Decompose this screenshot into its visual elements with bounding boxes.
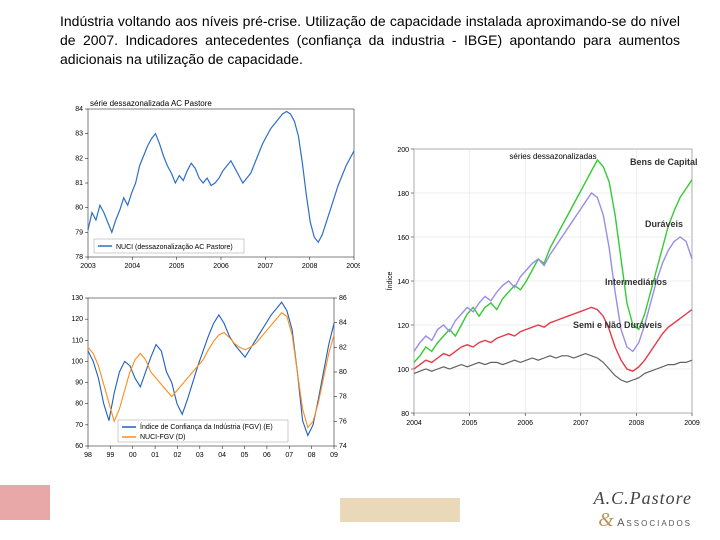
svg-text:74: 74 [339,443,347,450]
svg-text:08: 08 [308,452,316,459]
svg-text:78: 78 [75,254,83,261]
svg-text:Bens de Capital: Bens de Capital [630,157,698,167]
svg-text:81: 81 [75,180,83,187]
svg-text:07: 07 [285,452,293,459]
svg-text:70: 70 [75,422,83,429]
logo-line2: Associados [617,517,692,529]
svg-text:86: 86 [339,295,347,302]
svg-text:2008: 2008 [302,263,318,270]
svg-text:06: 06 [263,452,271,459]
svg-text:100: 100 [71,358,83,365]
charts-container: 7879808182838420032004200520062007200820… [50,95,700,510]
svg-text:2004: 2004 [406,420,422,427]
svg-text:110: 110 [72,337,83,344]
svg-text:NUCI-FGV (D): NUCI-FGV (D) [140,434,186,441]
svg-text:78: 78 [339,394,347,401]
svg-text:09: 09 [330,452,338,459]
svg-text:2006: 2006 [213,263,229,270]
svg-text:84: 84 [75,106,83,113]
svg-text:80: 80 [339,369,347,376]
logo-line1: A.C.Pastore [594,488,692,508]
svg-text:76: 76 [339,418,347,425]
svg-text:2005: 2005 [462,420,478,427]
svg-text:2009: 2009 [684,420,700,427]
svg-text:2003: 2003 [80,263,96,270]
svg-text:83: 83 [75,131,83,138]
svg-text:80: 80 [401,411,409,418]
svg-text:82: 82 [339,344,347,351]
chart-nuci: 78 79 80 81 82 83 84 2003 2004 2005 2006 2007 2008 20… [60,95,360,285]
svg-text:60: 60 [75,443,83,450]
svg-text:Índice: Índice [385,272,394,291]
svg-text:180: 180 [397,191,409,198]
svg-text:120: 120 [71,316,83,323]
svg-text:2008: 2008 [629,420,645,427]
svg-text:98: 98 [84,452,92,459]
svg-text:séries dessazonalizadas: séries dessazonalizadas [509,152,596,161]
svg-text:160: 160 [397,235,409,242]
svg-text:2009: 2009 [346,263,360,270]
svg-text:Semi e Não Duráveis: Semi e Não Duráveis [573,320,662,330]
header-paragraph: Indústria voltando aos níveis pré-crise.… [0,0,720,77]
logo-acpastore: A.C.Pastore & Associados [594,488,692,532]
chart-production-series: 80 100 120 140 160 180 200 2004 2005 2006 2007 2008… [380,135,700,435]
svg-text:2007: 2007 [573,420,589,427]
svg-text:Intermediários: Intermediários [605,277,667,287]
svg-text:2007: 2007 [258,263,274,270]
svg-text:200: 200 [397,147,409,154]
svg-text:130: 130 [71,295,83,302]
svg-text:82: 82 [75,155,83,162]
svg-text:2005: 2005 [169,263,185,270]
svg-text:02: 02 [174,452,182,459]
svg-text:04: 04 [218,452,226,459]
svg-text:120: 120 [397,323,409,330]
svg-text:2004: 2004 [125,263,141,270]
svg-text:NUCI (dessazonalização AC Past: NUCI (dessazonalização AC Pastore) [116,244,233,251]
decorative-beige-block [340,498,460,522]
svg-text:99: 99 [106,452,114,459]
svg-text:100: 100 [397,367,409,374]
svg-text:01: 01 [151,452,159,459]
svg-text:84: 84 [339,320,347,327]
svg-text:série dessazonalizada AC Pasto: série dessazonalizada AC Pastore [90,99,212,108]
svg-text:03: 03 [196,452,204,459]
svg-text:80: 80 [75,205,83,212]
svg-text:Índice de Confiança da Indústr: Índice de Confiança da Indústria (FGV) (… [140,422,273,431]
svg-text:80: 80 [75,401,83,408]
svg-text:140: 140 [397,279,409,286]
svg-text:Duráveis: Duráveis [645,219,683,229]
logo-amp: & [598,509,614,531]
svg-text:00: 00 [129,452,137,459]
svg-text:79: 79 [75,229,83,236]
decorative-pink-block [0,485,50,520]
svg-text:2006: 2006 [517,420,533,427]
svg-text:05: 05 [241,452,249,459]
chart-confidence: 60 70 80 90 100 110 120 130 74 76 78 80 82 84 86 98 99 00… [60,290,360,480]
svg-text:90: 90 [75,380,83,387]
